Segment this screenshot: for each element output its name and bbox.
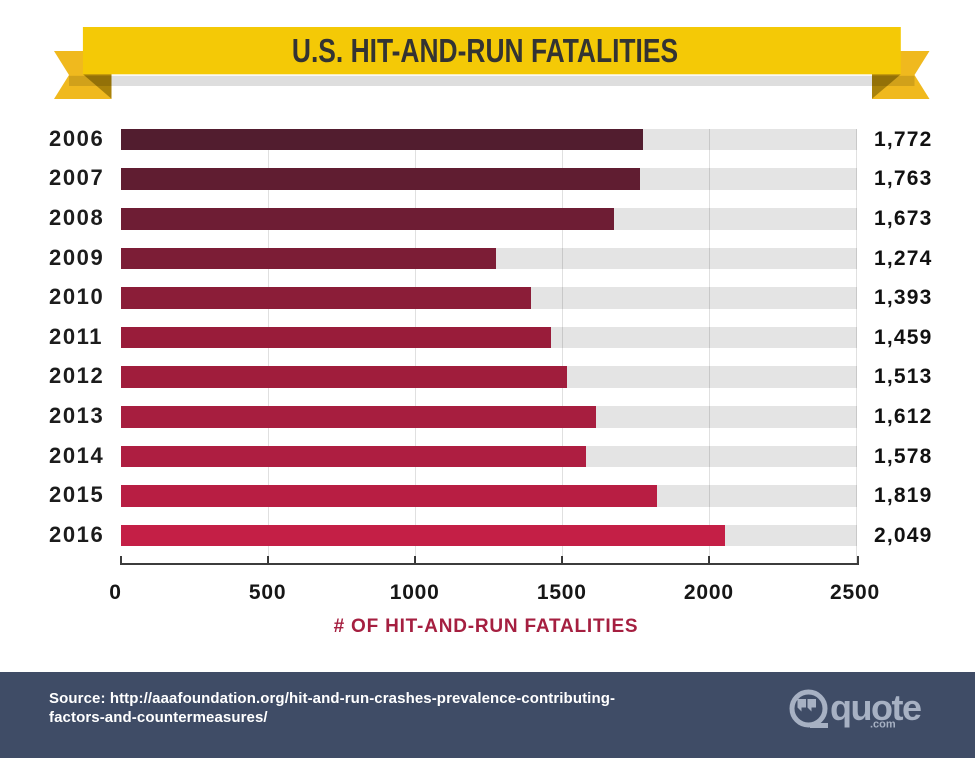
- svg-text:quote: quote: [830, 687, 921, 728]
- svg-text:.com: .com: [870, 719, 896, 731]
